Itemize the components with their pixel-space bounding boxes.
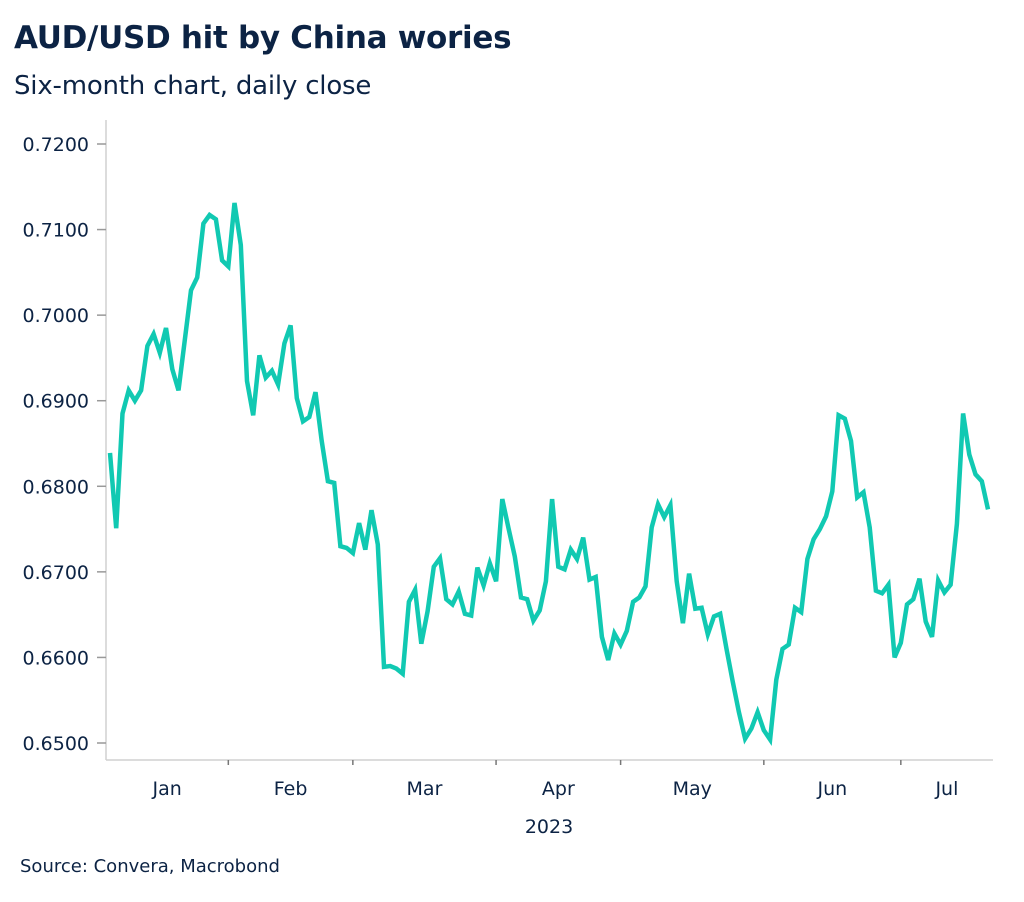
y-tick-label: 0.6700 — [23, 562, 89, 584]
x-tick-label: Apr — [542, 778, 575, 800]
source-note: Source: Convera, Macrobond — [20, 856, 280, 877]
x-axis-year-label: 2023 — [525, 816, 573, 838]
x-tick-label: Mar — [407, 778, 443, 800]
y-tick-label: 0.6600 — [23, 647, 89, 669]
y-axis: 0.6500 0.6600 0.6700 0.6800 0.6900 0.7000 0.71… — [23, 120, 107, 760]
y-tick-label: 0.6900 — [23, 391, 89, 413]
x-axis: Jan Feb Mar Apr May Jun Jul — [106, 759, 993, 800]
x-tick-label: Jun — [816, 778, 847, 800]
x-tick-label: Jan — [152, 778, 182, 800]
y-tick-label: 0.7000 — [23, 305, 89, 327]
chart-title: AUD/USD hit by China wories — [14, 20, 512, 56]
chart-subtitle: Six-month chart, daily close — [14, 71, 372, 101]
y-tick-label: 0.7200 — [23, 134, 89, 156]
x-tick-label: Feb — [274, 778, 308, 800]
series-line-audusd — [107, 202, 991, 747]
y-tick-label: 0.7100 — [23, 220, 89, 242]
plot-area — [107, 202, 991, 747]
y-tick-label: 0.6500 — [23, 733, 89, 755]
x-tick-label: May — [673, 778, 712, 800]
x-tick-label: Jul — [934, 778, 958, 800]
y-tick-label: 0.6800 — [23, 476, 89, 498]
